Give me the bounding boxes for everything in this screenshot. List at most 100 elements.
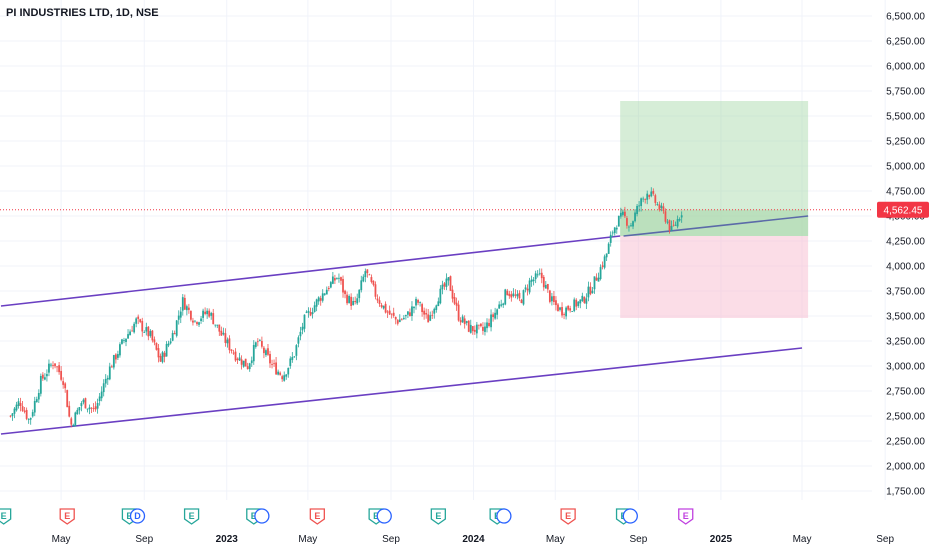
candle-body (226, 339, 229, 344)
y-tick-label: 4,250.00 (886, 237, 925, 248)
candle-body (137, 316, 140, 319)
candle-body (196, 322, 198, 325)
channel-lower-line (0, 347, 803, 435)
candle-body (342, 279, 344, 293)
stop-zone (620, 236, 809, 318)
candle-body (41, 374, 44, 379)
event-marker-dividend[interactable]: D (129, 508, 146, 524)
candle-body (378, 300, 381, 304)
candle-body (212, 313, 215, 325)
candle-body (459, 320, 462, 323)
candle-body (228, 338, 231, 351)
candle-body (78, 407, 81, 411)
event-marker-dividend[interactable] (622, 508, 638, 524)
candle-body (177, 315, 180, 320)
candle-body (153, 339, 156, 343)
event-marker-shield (430, 508, 446, 525)
candle-body (94, 406, 97, 410)
x-tick-label: 2025 (710, 534, 733, 545)
candle-body (354, 300, 357, 303)
candle-body (169, 341, 172, 344)
candle-body (50, 364, 52, 366)
candle-body (463, 318, 466, 325)
event-marker-letter: E (1, 511, 7, 521)
candle-body (92, 408, 95, 409)
candle-body (311, 312, 314, 315)
event-marker-shield (0, 508, 12, 525)
candle-body (443, 283, 446, 287)
candle-body (43, 377, 46, 380)
event-marker-earnings[interactable]: E (0, 508, 12, 525)
candle-body (433, 308, 436, 314)
event-marker-letter: E (189, 511, 195, 521)
candle-body (100, 391, 103, 399)
candle-body (192, 320, 194, 323)
candle-body (455, 302, 458, 306)
event-marker-dividend[interactable] (376, 508, 392, 524)
candles (9, 187, 683, 428)
candle-body (654, 195, 657, 203)
candle-body (299, 331, 302, 337)
event-marker-earnings[interactable]: E (430, 508, 446, 525)
candle-body (248, 363, 251, 370)
candle-body (309, 312, 312, 316)
candle-body (609, 234, 612, 243)
candle-body (502, 303, 505, 306)
y-tick-label: 3,750.00 (886, 287, 925, 298)
candle-body (129, 331, 131, 336)
candle-body (368, 274, 371, 276)
candle-body (575, 299, 578, 307)
drawing-lines[interactable] (0, 209, 872, 435)
candle-body (267, 348, 269, 355)
candle-body (520, 299, 523, 303)
candle-body (202, 310, 204, 318)
event-marker-earnings[interactable]: E (183, 508, 200, 525)
candle-body (323, 293, 326, 295)
candle-body (220, 330, 223, 336)
candle-body (260, 341, 263, 347)
candle-body (74, 412, 77, 427)
candle-body (86, 408, 89, 410)
candle-body (297, 337, 300, 344)
candle-body (370, 277, 373, 282)
candle-body (603, 256, 606, 268)
candle-body (473, 329, 476, 332)
candle-body (666, 221, 669, 223)
candle-body (106, 377, 109, 380)
event-marker-letter: E (565, 511, 571, 521)
candle-body (96, 403, 99, 409)
candle-body (626, 218, 628, 226)
candle-body (279, 372, 282, 375)
event-markers[interactable]: EEEDEEEEEEEEE (0, 508, 694, 525)
price-axis[interactable]: 1,750.00 2,000.00 2,250.00 2,500.00 2,750.00… (886, 12, 925, 498)
candle-body (636, 205, 638, 215)
candle-body (114, 354, 117, 360)
candle-body (429, 315, 432, 321)
event-marker-dividend[interactable] (254, 508, 270, 524)
candle-body (398, 319, 401, 323)
event-marker-dividend[interactable] (496, 508, 512, 524)
time-axis[interactable]: May Sep 2023 May Sep 2024 May Sep 2025 May Sep (52, 534, 895, 545)
candle-body (518, 292, 521, 299)
event-marker-split[interactable]: E (560, 508, 576, 525)
x-tick-label: May (793, 534, 812, 545)
candle-body (344, 290, 346, 295)
candle-body (382, 305, 385, 309)
candle-body (194, 320, 196, 322)
dividend-marker-circle (622, 508, 638, 524)
position-zones[interactable] (620, 101, 809, 318)
candle-body (329, 282, 332, 288)
event-marker-other[interactable]: E (678, 508, 694, 525)
event-marker-split[interactable]: E (309, 508, 325, 525)
candle-body (506, 290, 509, 296)
candle-body (29, 417, 32, 420)
candle-body (56, 366, 58, 368)
candle-body (143, 332, 146, 333)
candle-body (234, 351, 237, 361)
event-marker-split[interactable]: E (59, 508, 75, 525)
candle-body (179, 311, 182, 318)
candle-body (583, 297, 586, 303)
candle-body (289, 358, 292, 367)
candle-body (281, 376, 284, 380)
